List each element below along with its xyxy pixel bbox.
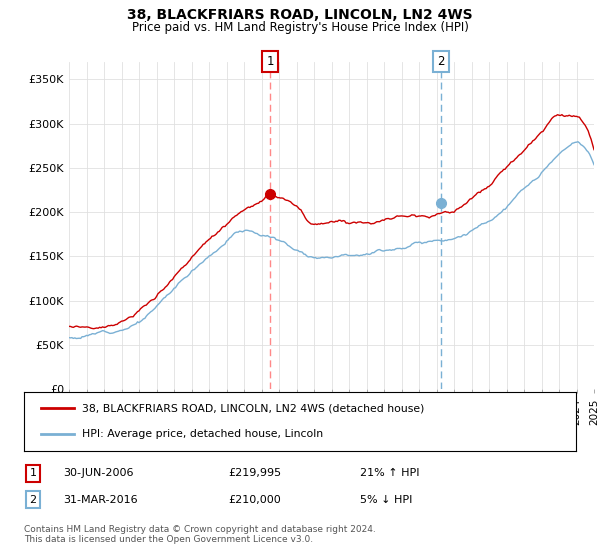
- Text: HPI: Average price, detached house, Lincoln: HPI: Average price, detached house, Linc…: [82, 430, 323, 440]
- Text: Price paid vs. HM Land Registry's House Price Index (HPI): Price paid vs. HM Land Registry's House …: [131, 21, 469, 34]
- Text: 2: 2: [437, 55, 445, 68]
- Text: This data is licensed under the Open Government Licence v3.0.: This data is licensed under the Open Gov…: [24, 535, 313, 544]
- Text: 38, BLACKFRIARS ROAD, LINCOLN, LN2 4WS: 38, BLACKFRIARS ROAD, LINCOLN, LN2 4WS: [127, 8, 473, 22]
- Text: Contains HM Land Registry data © Crown copyright and database right 2024.: Contains HM Land Registry data © Crown c…: [24, 525, 376, 534]
- Text: 21% ↑ HPI: 21% ↑ HPI: [360, 468, 419, 478]
- Text: 31-MAR-2016: 31-MAR-2016: [63, 494, 137, 505]
- Text: 5% ↓ HPI: 5% ↓ HPI: [360, 494, 412, 505]
- Text: 1: 1: [29, 468, 37, 478]
- Text: £210,000: £210,000: [228, 494, 281, 505]
- Text: 38, BLACKFRIARS ROAD, LINCOLN, LN2 4WS (detached house): 38, BLACKFRIARS ROAD, LINCOLN, LN2 4WS (…: [82, 403, 424, 413]
- Text: £219,995: £219,995: [228, 468, 281, 478]
- Text: 30-JUN-2006: 30-JUN-2006: [63, 468, 133, 478]
- Text: 1: 1: [266, 55, 274, 68]
- Text: 2: 2: [29, 494, 37, 505]
